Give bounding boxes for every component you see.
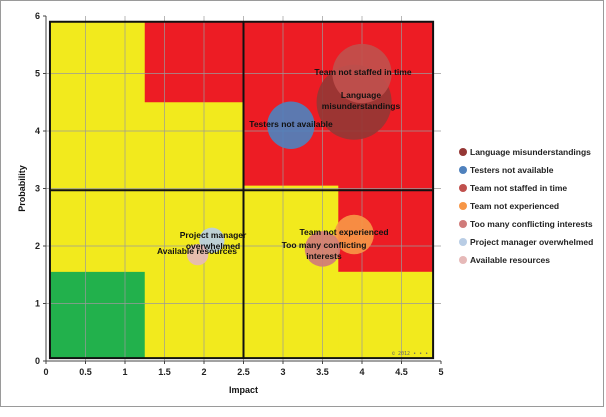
x-tick-label: 4.5 (395, 367, 408, 377)
bubble (304, 231, 341, 267)
bubble-label: Language misunderstandings (322, 90, 401, 111)
bubble-label-line: Team not experienced (299, 227, 388, 237)
x-axis-title: Impact (229, 385, 258, 395)
zone-medium-overlay (338, 271, 434, 359)
legend-marker (459, 148, 467, 156)
y-tick-label: 5 (35, 69, 40, 79)
legend-marker (459, 202, 467, 210)
chart-frame: Language misunderstandings Testers not ava… (0, 0, 604, 407)
bubbles (187, 43, 392, 267)
y-tick-label: 0 (35, 356, 40, 366)
bubble (332, 43, 392, 104)
bubble-label-line: Too many conflicting (282, 240, 367, 250)
legend-label: Team not staffed in time (470, 183, 567, 193)
legend: Language misunderstandings Testers not av… (459, 147, 593, 265)
bubble-label: Project manager overwhelmed (180, 230, 247, 251)
legend-label: Team not experienced (470, 201, 559, 211)
legend-marker (459, 184, 467, 192)
bubble-label-line: misunderstandings (322, 101, 401, 111)
x-tick-label: 0 (43, 367, 48, 377)
bubble-label: Too many conflicting interests (282, 240, 367, 261)
legend-label: Available resources (470, 255, 550, 265)
x-tick-label: 2 (201, 367, 206, 377)
zone-medium-overlay (243, 185, 339, 359)
bubble-label-line: overwhelmed (186, 241, 240, 251)
x-tick-label: 3 (280, 367, 285, 377)
y-tick-label: 2 (35, 241, 40, 251)
bubble-label: Available resources (157, 246, 237, 256)
risk-bubble-chart: Language misunderstandings Testers not ava… (17, 11, 593, 395)
x-tick-label: 1 (122, 367, 127, 377)
bubble-label-line: Project manager (180, 230, 247, 240)
legend-label: Too many conflicting interests (470, 219, 593, 229)
x-tick-label: 5 (438, 367, 443, 377)
bubble (187, 243, 209, 266)
bubble-label: Team not staffed in time (314, 67, 411, 77)
bubble (267, 101, 315, 149)
x-tick-label: 1.5 (158, 367, 171, 377)
bubble-label: Testers not available (249, 119, 333, 129)
x-tick-label: 4 (359, 367, 364, 377)
bubble (199, 227, 225, 253)
quadrant-lines (48, 20, 435, 360)
legend-marker (459, 166, 467, 174)
legend-marker (459, 220, 467, 228)
zone-low (49, 271, 145, 359)
axes: 0 0.5 1 1.5 2 2.5 3 3.5 4 4.5 5 0 1 2 3 4 5 6 (35, 11, 444, 377)
y-tick-label: 6 (35, 11, 40, 21)
x-tick-label: 0.5 (79, 367, 92, 377)
bubble-labels: Language misunderstandings Testers not ava… (157, 67, 412, 261)
bubble-label: Team not experienced (299, 227, 388, 237)
bubble-label-line: Language (341, 90, 381, 100)
bubble-label-line: Testers not available (249, 119, 333, 129)
bubble-label-line: Available resources (157, 246, 237, 256)
x-tick-label: 3.5 (316, 367, 329, 377)
watermark: © 2012 • • • (392, 351, 428, 357)
x-tick-label: 2.5 (237, 367, 250, 377)
bubble-label-line: Team not staffed in time (314, 67, 411, 77)
bubble (334, 214, 374, 255)
legend-marker (459, 256, 467, 264)
y-tick-label: 1 (35, 299, 40, 309)
legend-marker (459, 238, 467, 246)
y-tick-label: 3 (35, 184, 40, 194)
legend-label: Language misunderstandings (470, 147, 591, 157)
y-axis-title: Probability (17, 165, 27, 212)
bubble-label-line: interests (306, 251, 342, 261)
y-tick-label: 4 (35, 126, 40, 136)
legend-label: Project manager overwhelmed (470, 237, 593, 247)
legend-label: Testers not available (470, 165, 554, 175)
